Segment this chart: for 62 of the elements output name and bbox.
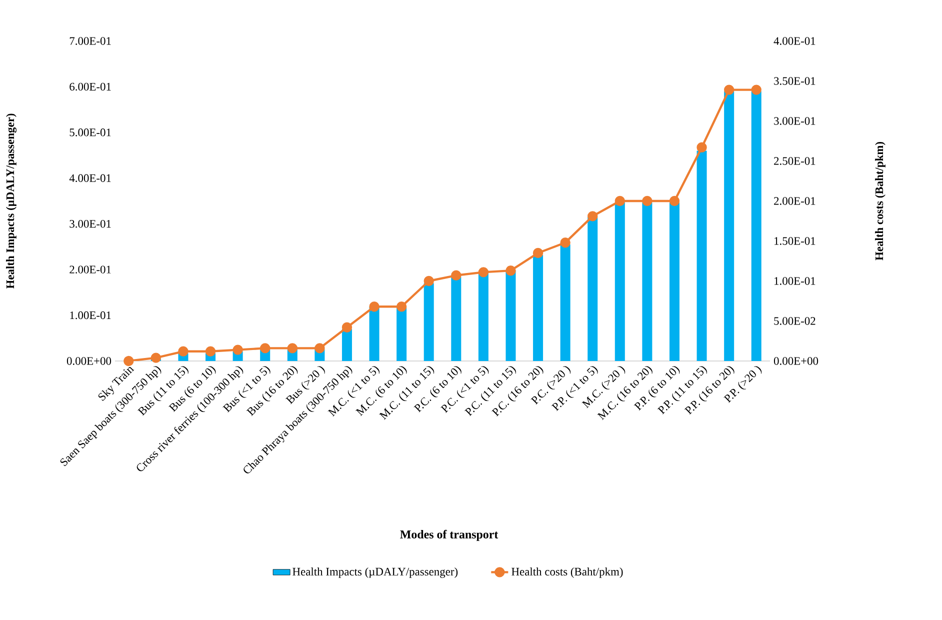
point [669,196,680,206]
point [396,302,407,312]
x-axis-title: Modes of transport [400,530,498,541]
bar [533,254,544,361]
point [560,238,570,248]
point [287,343,298,354]
bar [588,217,598,361]
point [314,343,325,354]
bar [669,202,680,361]
point [124,356,134,366]
point [506,266,516,276]
point [342,322,352,332]
point [369,302,380,312]
y2-tick-label: 3.00E-01 [774,117,816,125]
y2-tick-label: 5.00E-02 [774,317,816,325]
legend-label: Health costs (Baht/pkm) [512,567,623,578]
point [232,344,243,355]
y-tick-label: 3.00E-01 [70,220,111,228]
y-tick-label: 0.00E+00 [66,357,112,365]
y2-tick-label: 4.00E-01 [774,37,816,45]
y-tick-label: 4.00E-01 [69,174,111,182]
y-tick-label: 6.00E-01 [70,82,111,91]
y2-tick-label: 3.50E-01 [774,77,816,85]
y-tick-label: 2.00E-01 [70,266,111,274]
point [614,196,625,206]
y2-tick-label: 1.00E-01 [774,277,816,285]
bar [642,202,652,361]
y-tick-label: 7.00E-01 [70,37,111,45]
point [478,267,489,278]
point [696,142,707,152]
y2-tick-label: 2.50E-01 [774,157,816,165]
point [150,352,162,363]
legend-label: Health Impacts (µDALY/passenger) [292,567,458,578]
y2-tick-label: 2.00E-01 [774,197,816,205]
point [588,211,598,222]
bar [478,272,488,361]
bar [424,283,434,361]
bar [451,276,462,361]
y-tick-label: 1.00E-01 [70,311,111,320]
point [724,84,734,95]
y2-axis-title: Health costs (Baht/pkm) [875,142,886,260]
y2-tick-label: 0.00E+00 [774,357,818,365]
point [424,276,434,286]
bar [369,307,380,361]
bar [696,150,707,361]
bar [506,270,516,361]
y-axis-title: Health Impacts (µDALY/passenger) [6,114,17,289]
y-tick-label: 5.00E-01 [70,128,111,136]
point [178,346,188,356]
y2-tick-label: 1.50E-01 [774,237,816,245]
bar [751,91,762,361]
bar [342,329,352,361]
point [532,248,544,258]
point [751,84,762,95]
bar [614,202,625,361]
bar [396,307,407,361]
bar [560,244,570,361]
point [260,343,270,354]
point [642,196,652,206]
point [205,346,216,356]
point [451,270,462,280]
bar [724,91,734,361]
